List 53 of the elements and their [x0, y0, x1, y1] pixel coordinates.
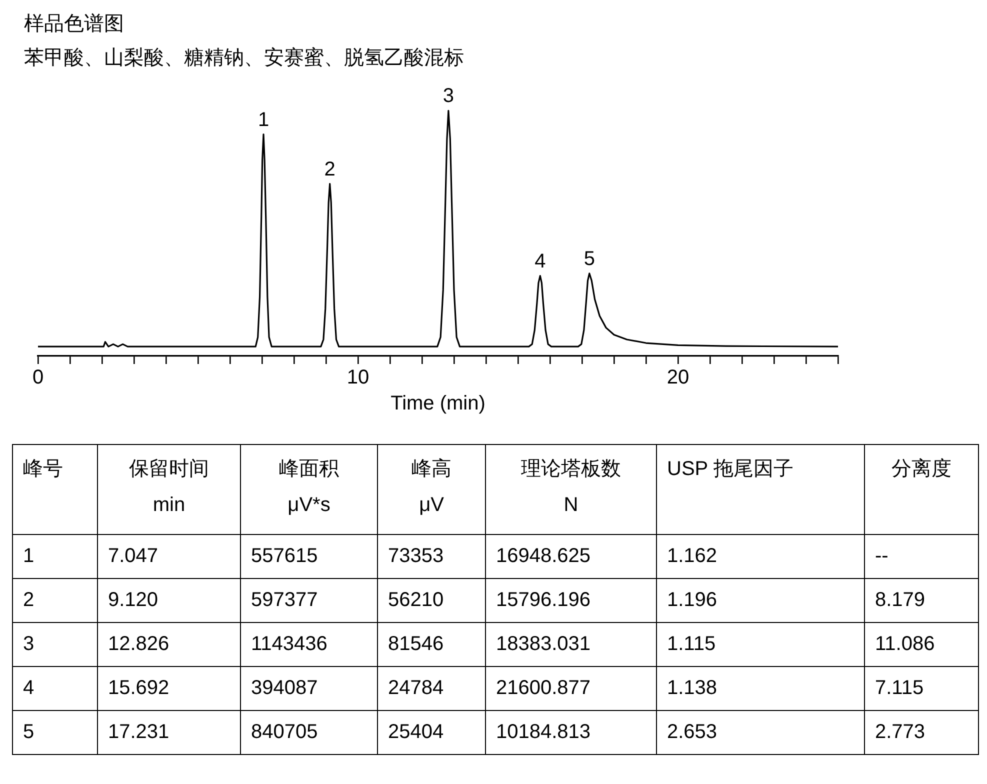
text: 7.115: [864, 666, 978, 710]
text: 24784: [378, 666, 486, 710]
text: 保留时间 min: [128, 457, 210, 518]
text: 12.826: [98, 622, 240, 666]
text: 分离度: [890, 457, 952, 482]
text: 1.162: [656, 534, 864, 578]
text: 5: [12, 710, 98, 754]
text: 73353: [378, 534, 486, 578]
annotation: 2: [324, 158, 336, 180]
text: 1.138: [656, 666, 864, 710]
text: 16948.625: [486, 534, 656, 578]
text: 56210: [378, 578, 486, 622]
text: 21600.877: [486, 666, 656, 710]
text: 9.120: [98, 578, 240, 622]
text: 557615: [240, 534, 378, 578]
text: 15.692: [98, 666, 240, 710]
text: 10184.813: [486, 710, 656, 754]
text: 峰高 μV: [410, 457, 452, 518]
text: 理论塔板数 N: [520, 457, 622, 518]
text: 1143436: [240, 622, 378, 666]
text: 8.179: [864, 578, 978, 622]
text: 3: [12, 622, 98, 666]
text: 2.653: [656, 710, 864, 754]
text: 7.047: [98, 534, 240, 578]
text: USP 拖尾因子: [667, 457, 794, 482]
annotation: 3: [442, 85, 454, 108]
text: 81546: [378, 622, 486, 666]
annotation: 4: [534, 250, 546, 272]
text: 840705: [240, 710, 378, 754]
text: 1.115: [656, 622, 864, 666]
x-axis-title: Time (min): [390, 392, 486, 415]
x-tick-label: 0: [32, 366, 44, 389]
x-tick-label: 20: [666, 366, 690, 389]
text: 18383.031: [486, 622, 656, 666]
annotation: 5: [584, 248, 595, 270]
text: 峰号: [23, 457, 64, 482]
text: 17.231: [98, 710, 240, 754]
text: 2: [12, 578, 98, 622]
chart-title: 样品色谱图: [24, 12, 125, 37]
text: 25404: [378, 710, 486, 754]
text: 11.086: [864, 622, 978, 666]
text: 394087: [240, 666, 378, 710]
text: 峰面积 μV*s: [278, 457, 340, 518]
annotation: 1: [258, 108, 270, 131]
text: --: [864, 534, 978, 578]
text: 1.196: [656, 578, 864, 622]
text: 1: [12, 534, 98, 578]
chart-subtitle: 苯甲酸、山梨酸、糖精钠、安赛蜜、脱氢乙酸混标: [24, 46, 465, 71]
text: 4: [12, 666, 98, 710]
text: 15796.196: [486, 578, 656, 622]
text: 597377: [240, 578, 378, 622]
text: 2.773: [864, 710, 978, 754]
x-tick-label: 10: [346, 366, 370, 389]
